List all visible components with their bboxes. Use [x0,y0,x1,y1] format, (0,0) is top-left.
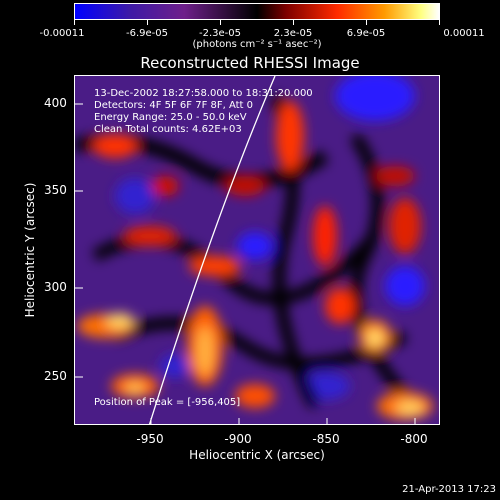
x-tick-label: -850 [312,432,340,446]
solar-limb-line [148,76,276,424]
y-tick-label: 350 [44,183,67,197]
colorbar-units: (photons cm⁻² s⁻¹ asec⁻²) [192,39,322,50]
colorbar [74,3,440,20]
y-tick-label: 300 [44,280,67,294]
timestamp-footer: 21-Apr-2013 17:23 [402,484,496,495]
detectors-text: Detectors: 4F 5F 6F 7F 8F, Att 0 [94,100,254,111]
colorbar-tick [366,20,367,25]
x-tick-label: -800 [400,432,428,446]
colorbar-tick [293,20,294,25]
colorbar-tick [439,20,440,25]
clean-counts-text: Clean Total counts: 4.62E+03 [94,124,242,135]
colorbar-label: -2.3e-05 [199,28,241,39]
image-plot [74,75,440,425]
rhessi-image [75,76,439,424]
time-range-text: 13-Dec-2002 18:27:58.000 to 18:31:20.000 [94,88,313,99]
y-tick-label: 400 [44,96,67,110]
colorbar-label: 0.00011 [443,28,485,39]
colorbar-label: 2.3e-05 [273,28,313,39]
y-tick-label: 250 [44,369,67,383]
x-tick-label: -900 [224,432,252,446]
colorbar-label: 6.9e-05 [346,28,386,39]
energy-range-text: Energy Range: 25.0 - 50.0 keV [94,112,247,123]
colorbar-label: -6.9e-05 [126,28,168,39]
x-axis-label: Heliocentric X (arcsec) [189,448,325,462]
y-axis-label: Heliocentric Y (arcsec) [23,182,37,318]
colorbar-label: -0.00011 [39,28,85,39]
x-tick-label: -950 [136,432,164,446]
image-title: Reconstructed RHESSI Image [140,54,360,72]
colorbar-tick [74,20,75,25]
colorbar-tick [147,20,148,25]
colorbar-tick [220,20,221,25]
peak-position-text: Position of Peak = [-956,405] [94,397,241,408]
